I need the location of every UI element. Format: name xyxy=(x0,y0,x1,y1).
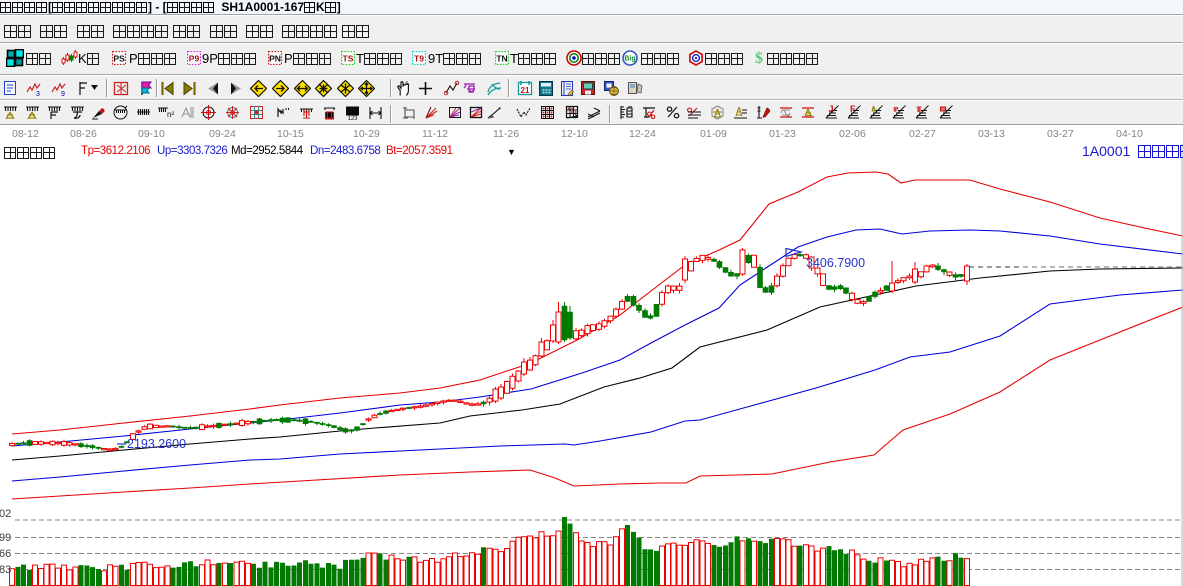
svg-text:PN: PN xyxy=(269,54,281,64)
svg-text:F: F xyxy=(850,104,856,114)
svg-text:3: 3 xyxy=(36,91,40,97)
svg-text:66: 66 xyxy=(0,548,11,560)
svg-text:9: 9 xyxy=(61,91,65,97)
svg-text:123: 123 xyxy=(347,116,358,122)
svg-text:02: 02 xyxy=(0,508,11,520)
svg-text:T9: T9 xyxy=(414,54,424,64)
svg-text:Big: Big xyxy=(624,56,635,63)
svg-text:TS: TS xyxy=(343,54,354,64)
svg-text:P9: P9 xyxy=(189,54,200,64)
svg-text:99: 99 xyxy=(0,532,11,544)
svg-text:n²: n² xyxy=(167,110,174,119)
svg-text:2193.2600: 2193.2600 xyxy=(127,437,186,451)
svg-text:PS: PS xyxy=(113,54,125,64)
svg-text:21: 21 xyxy=(521,86,530,95)
svg-text:$: $ xyxy=(755,50,763,66)
svg-text:J: J xyxy=(829,104,834,114)
svg-text:83: 83 xyxy=(0,564,11,576)
svg-text:TN: TN xyxy=(496,54,507,64)
svg-text:3406.7900: 3406.7900 xyxy=(806,256,865,270)
